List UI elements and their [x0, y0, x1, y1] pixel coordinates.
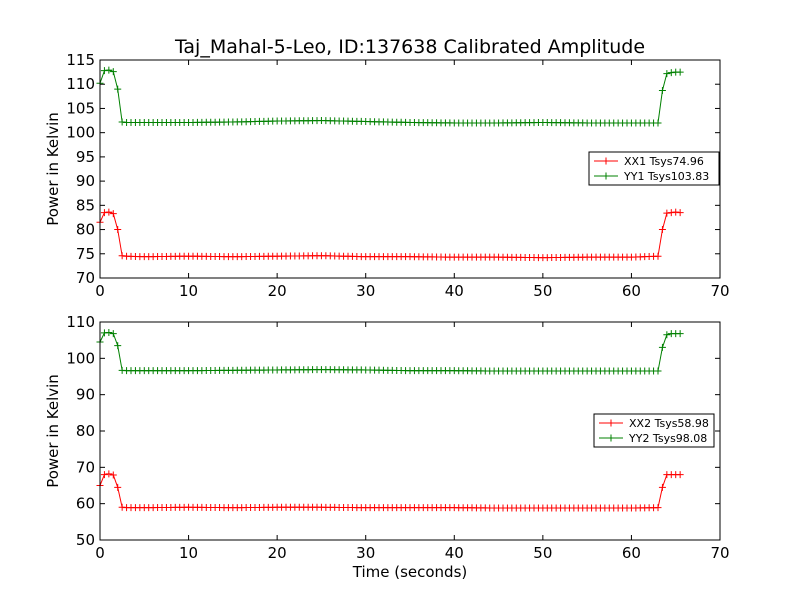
x-tick-label: 20 [268, 282, 287, 300]
data-point-marker [654, 252, 662, 260]
y-tick-label: 60 [76, 495, 95, 513]
figure-title: Taj_Mahal-5-Leo, ID:137638 Calibrated Am… [174, 36, 645, 58]
data-point-marker [658, 343, 666, 351]
data-point-marker [658, 483, 666, 491]
y-tick-label: 50 [76, 531, 95, 549]
data-point-marker [663, 70, 671, 78]
legend: XX2 Tsys58.98 YY2 Tsys98.08 [593, 413, 715, 448]
y-tick-label: 80 [76, 221, 95, 239]
data-point-marker [676, 68, 684, 76]
legend-marker [602, 157, 610, 165]
data-point-marker [676, 330, 684, 338]
y-tick-label: 105 [66, 99, 95, 117]
legend-entry-label: XX2 Tsys58.98 [629, 417, 709, 430]
data-point-marker [109, 68, 117, 76]
data-point-marker [105, 208, 113, 216]
subplot-1: 0 10 20 30 40 50 60 70 70 75 80 85 90 95 100 105 110 115 P… [44, 51, 730, 300]
subplot-2: 0 10 20 30 40 50 60 70 50 60 70 80 90 100 110 Power in … [44, 313, 730, 581]
data-point-marker [114, 342, 122, 350]
data-point-marker [658, 87, 666, 95]
data-point-marker [109, 471, 117, 479]
x-tick-label: 20 [268, 544, 287, 562]
y-tick-label: 70 [76, 269, 95, 287]
legend: XX1 Tsys74.96 YY1 Tsys103.83 [588, 151, 720, 186]
data-point-marker [658, 226, 666, 234]
x-tick-label: 60 [622, 282, 641, 300]
data-point-marker [114, 483, 122, 491]
y-tick-label: 110 [66, 75, 95, 93]
data-point-marker [109, 330, 117, 338]
plot-frame [99, 321, 721, 541]
x-axis-label: Time (seconds) [352, 563, 468, 581]
data-point-marker [100, 471, 108, 479]
x-tick-label: 50 [533, 544, 552, 562]
x-tick-label: 30 [356, 544, 375, 562]
x-tick-label: 10 [179, 282, 198, 300]
data-point-marker [654, 119, 662, 127]
series-xx2 [96, 470, 684, 512]
data-point-marker [105, 66, 113, 74]
x-tick-label: 40 [445, 544, 464, 562]
y-tick-label: 90 [76, 386, 95, 404]
x-tick-label: 50 [533, 282, 552, 300]
y-axis-label: Power in Kelvin [44, 112, 62, 226]
series-yy1 [96, 66, 684, 127]
y-tick-label: 80 [76, 422, 95, 440]
legend-box [588, 151, 720, 186]
x-tick-label: 70 [710, 282, 729, 300]
series-line [99, 473, 681, 509]
y-tick-label: 100 [66, 349, 95, 367]
series-line [99, 332, 681, 372]
data-point-marker [654, 504, 662, 512]
y-tick-label: 75 [76, 245, 95, 263]
y-axis-label: Power in Kelvin [44, 374, 62, 488]
y-tick-label: 100 [66, 124, 95, 142]
x-tick-label: 60 [622, 544, 641, 562]
series-line [99, 69, 681, 124]
data-point-marker [114, 85, 122, 93]
data-point-marker [109, 210, 117, 218]
data-point-marker [114, 226, 122, 234]
data-point-marker [676, 471, 684, 479]
legend-entry-label: YY2 Tsys98.08 [628, 432, 707, 445]
legend-box [593, 413, 715, 448]
data-point-marker [676, 209, 684, 217]
data-point-marker [654, 367, 662, 375]
y-tick-label: 90 [76, 172, 95, 190]
legend-marker [607, 434, 615, 442]
y-tick-label: 85 [76, 196, 95, 214]
plot-frame [99, 59, 721, 279]
legend-marker [607, 419, 615, 427]
y-tick-label: 115 [66, 51, 95, 69]
data-point-marker [105, 329, 113, 337]
x-tick-label: 30 [356, 282, 375, 300]
legend-marker [602, 172, 610, 180]
x-tick-label: 40 [445, 282, 464, 300]
y-tick-label: 95 [76, 148, 95, 166]
x-tick-label: 0 [95, 282, 105, 300]
legend-entry-label: XX1 Tsys74.96 [624, 155, 704, 168]
y-tick-label: 110 [66, 313, 95, 331]
x-tick-label: 70 [710, 544, 729, 562]
data-point-marker [663, 331, 671, 339]
y-tick-label: 70 [76, 458, 95, 476]
x-tick-label: 10 [179, 544, 198, 562]
legend-entry-label: YY1 Tsys103.83 [623, 170, 709, 183]
data-point-marker [105, 470, 113, 478]
x-tick-label: 0 [95, 544, 105, 562]
series-xx1 [96, 208, 684, 262]
series-line [99, 211, 681, 259]
series-yy2 [96, 329, 684, 375]
